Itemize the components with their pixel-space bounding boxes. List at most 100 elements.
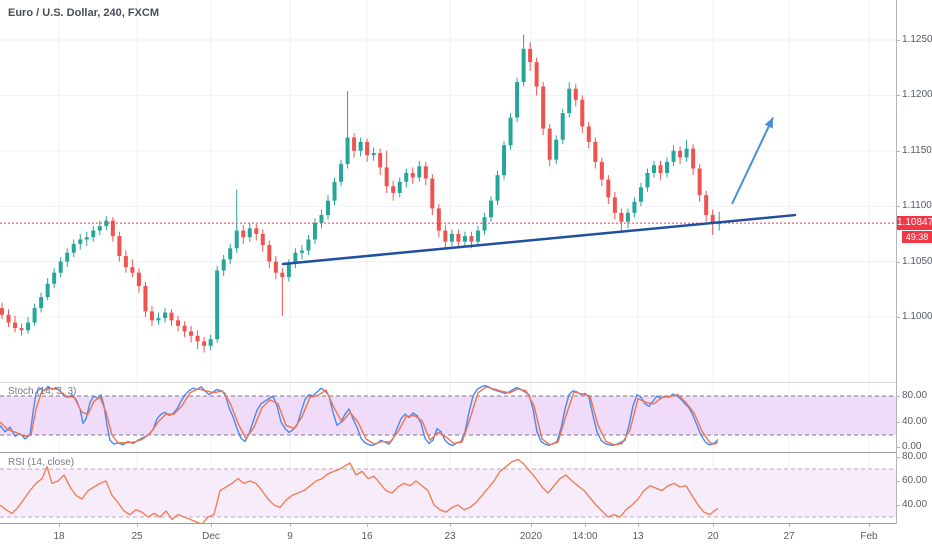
candle xyxy=(163,312,167,319)
candle xyxy=(345,137,350,165)
candle xyxy=(508,117,513,146)
candle xyxy=(652,165,656,173)
candle xyxy=(136,272,141,286)
candle xyxy=(169,312,174,321)
candle xyxy=(241,230,246,238)
candle xyxy=(280,272,285,278)
indicator-axis-tick xyxy=(896,446,900,448)
candle xyxy=(254,228,259,234)
price-axis-tick xyxy=(896,39,900,41)
trendline-drawing[interactable] xyxy=(281,213,797,266)
time-axis-tick xyxy=(450,524,451,527)
candle xyxy=(567,88,572,114)
candle xyxy=(110,220,115,237)
candle xyxy=(684,148,689,158)
indicator-axis-label: 60.00 xyxy=(902,475,928,486)
candle xyxy=(332,181,337,201)
candle xyxy=(417,166,422,178)
stoch-d-line xyxy=(0,386,719,446)
time-axis-label: 16 xyxy=(361,531,373,542)
time-axis-tick xyxy=(137,524,138,527)
rsi-indicator-label[interactable]: RSI (14, close) xyxy=(8,457,75,468)
candle xyxy=(19,328,24,331)
candle xyxy=(502,145,507,176)
candle xyxy=(599,161,604,180)
time-axis-tick xyxy=(290,524,291,527)
candle xyxy=(371,153,376,156)
candle xyxy=(319,215,324,223)
time-axis-tick xyxy=(367,524,368,527)
candle xyxy=(710,215,715,224)
indicator-axis-label: 80.00 xyxy=(902,451,928,462)
time-axis-tick xyxy=(585,524,586,527)
indicator-axis-label: 0.00 xyxy=(902,440,922,452)
candle xyxy=(619,212,624,222)
arrow-head[interactable] xyxy=(764,117,773,129)
indicator-axis-tick xyxy=(896,457,900,458)
time-axis-label: 27 xyxy=(783,531,795,542)
time-axis-label: 18 xyxy=(53,531,65,542)
current-price-label: 1.10847 xyxy=(897,216,932,230)
candle xyxy=(586,126,591,142)
candle xyxy=(208,339,213,346)
candle xyxy=(638,187,643,202)
candle xyxy=(58,261,63,273)
time-axis-label: 2020 xyxy=(519,531,543,542)
candle xyxy=(267,244,272,262)
candle xyxy=(612,197,617,213)
candle xyxy=(104,220,109,227)
price-axis-tick xyxy=(896,95,900,97)
candle xyxy=(697,168,702,196)
candle xyxy=(658,165,663,173)
time-axis-tick xyxy=(531,524,532,527)
time-axis-label: 14:00 xyxy=(572,531,598,542)
candle xyxy=(65,252,70,262)
candle xyxy=(293,252,298,264)
candle xyxy=(410,172,415,178)
candle xyxy=(143,285,148,312)
rsi-pane[interactable] xyxy=(0,453,896,523)
indicator-axis-tick xyxy=(896,505,900,506)
candle xyxy=(554,139,559,160)
candle xyxy=(489,200,493,218)
candle xyxy=(306,239,311,251)
price-axis-label: 1.12000 xyxy=(902,89,932,101)
price-axis-tick xyxy=(896,150,900,152)
price-axis-label: 1.10500 xyxy=(902,255,932,267)
candle xyxy=(91,230,96,238)
price-axis-tick xyxy=(896,316,900,318)
candle xyxy=(665,161,670,173)
stoch-pane[interactable] xyxy=(0,383,896,452)
symbol-title[interactable]: Euro / U.S. Dollar, 240, FXCM xyxy=(8,7,159,19)
candle xyxy=(312,222,317,240)
candle xyxy=(704,195,709,216)
candle xyxy=(436,208,441,231)
candle xyxy=(84,237,89,240)
candle xyxy=(384,167,389,187)
time-axis-tick xyxy=(59,524,60,527)
overbought-oversold-band xyxy=(0,396,896,435)
time-axis-tick xyxy=(789,524,790,527)
candle xyxy=(717,223,722,225)
time-axis-label: 13 xyxy=(632,531,644,542)
time-axis-label: 9 xyxy=(287,531,293,542)
time-axis-label: 25 xyxy=(131,531,143,542)
candle xyxy=(228,248,233,260)
stoch-indicator-label[interactable]: Stoch (14, 3, 3) xyxy=(8,386,77,397)
main-chart-pane[interactable] xyxy=(0,0,896,382)
arrow-drawing[interactable] xyxy=(731,117,774,205)
candle xyxy=(469,236,474,242)
pane-separator-main-stoch[interactable] xyxy=(0,382,896,383)
candle xyxy=(625,212,630,222)
candle xyxy=(149,311,154,321)
time-axis-tick xyxy=(211,524,212,527)
candle xyxy=(678,150,683,158)
indicator-axis-label: 40.00 xyxy=(902,416,928,427)
candle xyxy=(397,181,402,193)
candle xyxy=(45,283,50,298)
candle xyxy=(580,99,585,127)
candle xyxy=(352,137,357,151)
pane-separator-stoch-rsi[interactable] xyxy=(0,452,896,453)
candle xyxy=(260,233,265,245)
